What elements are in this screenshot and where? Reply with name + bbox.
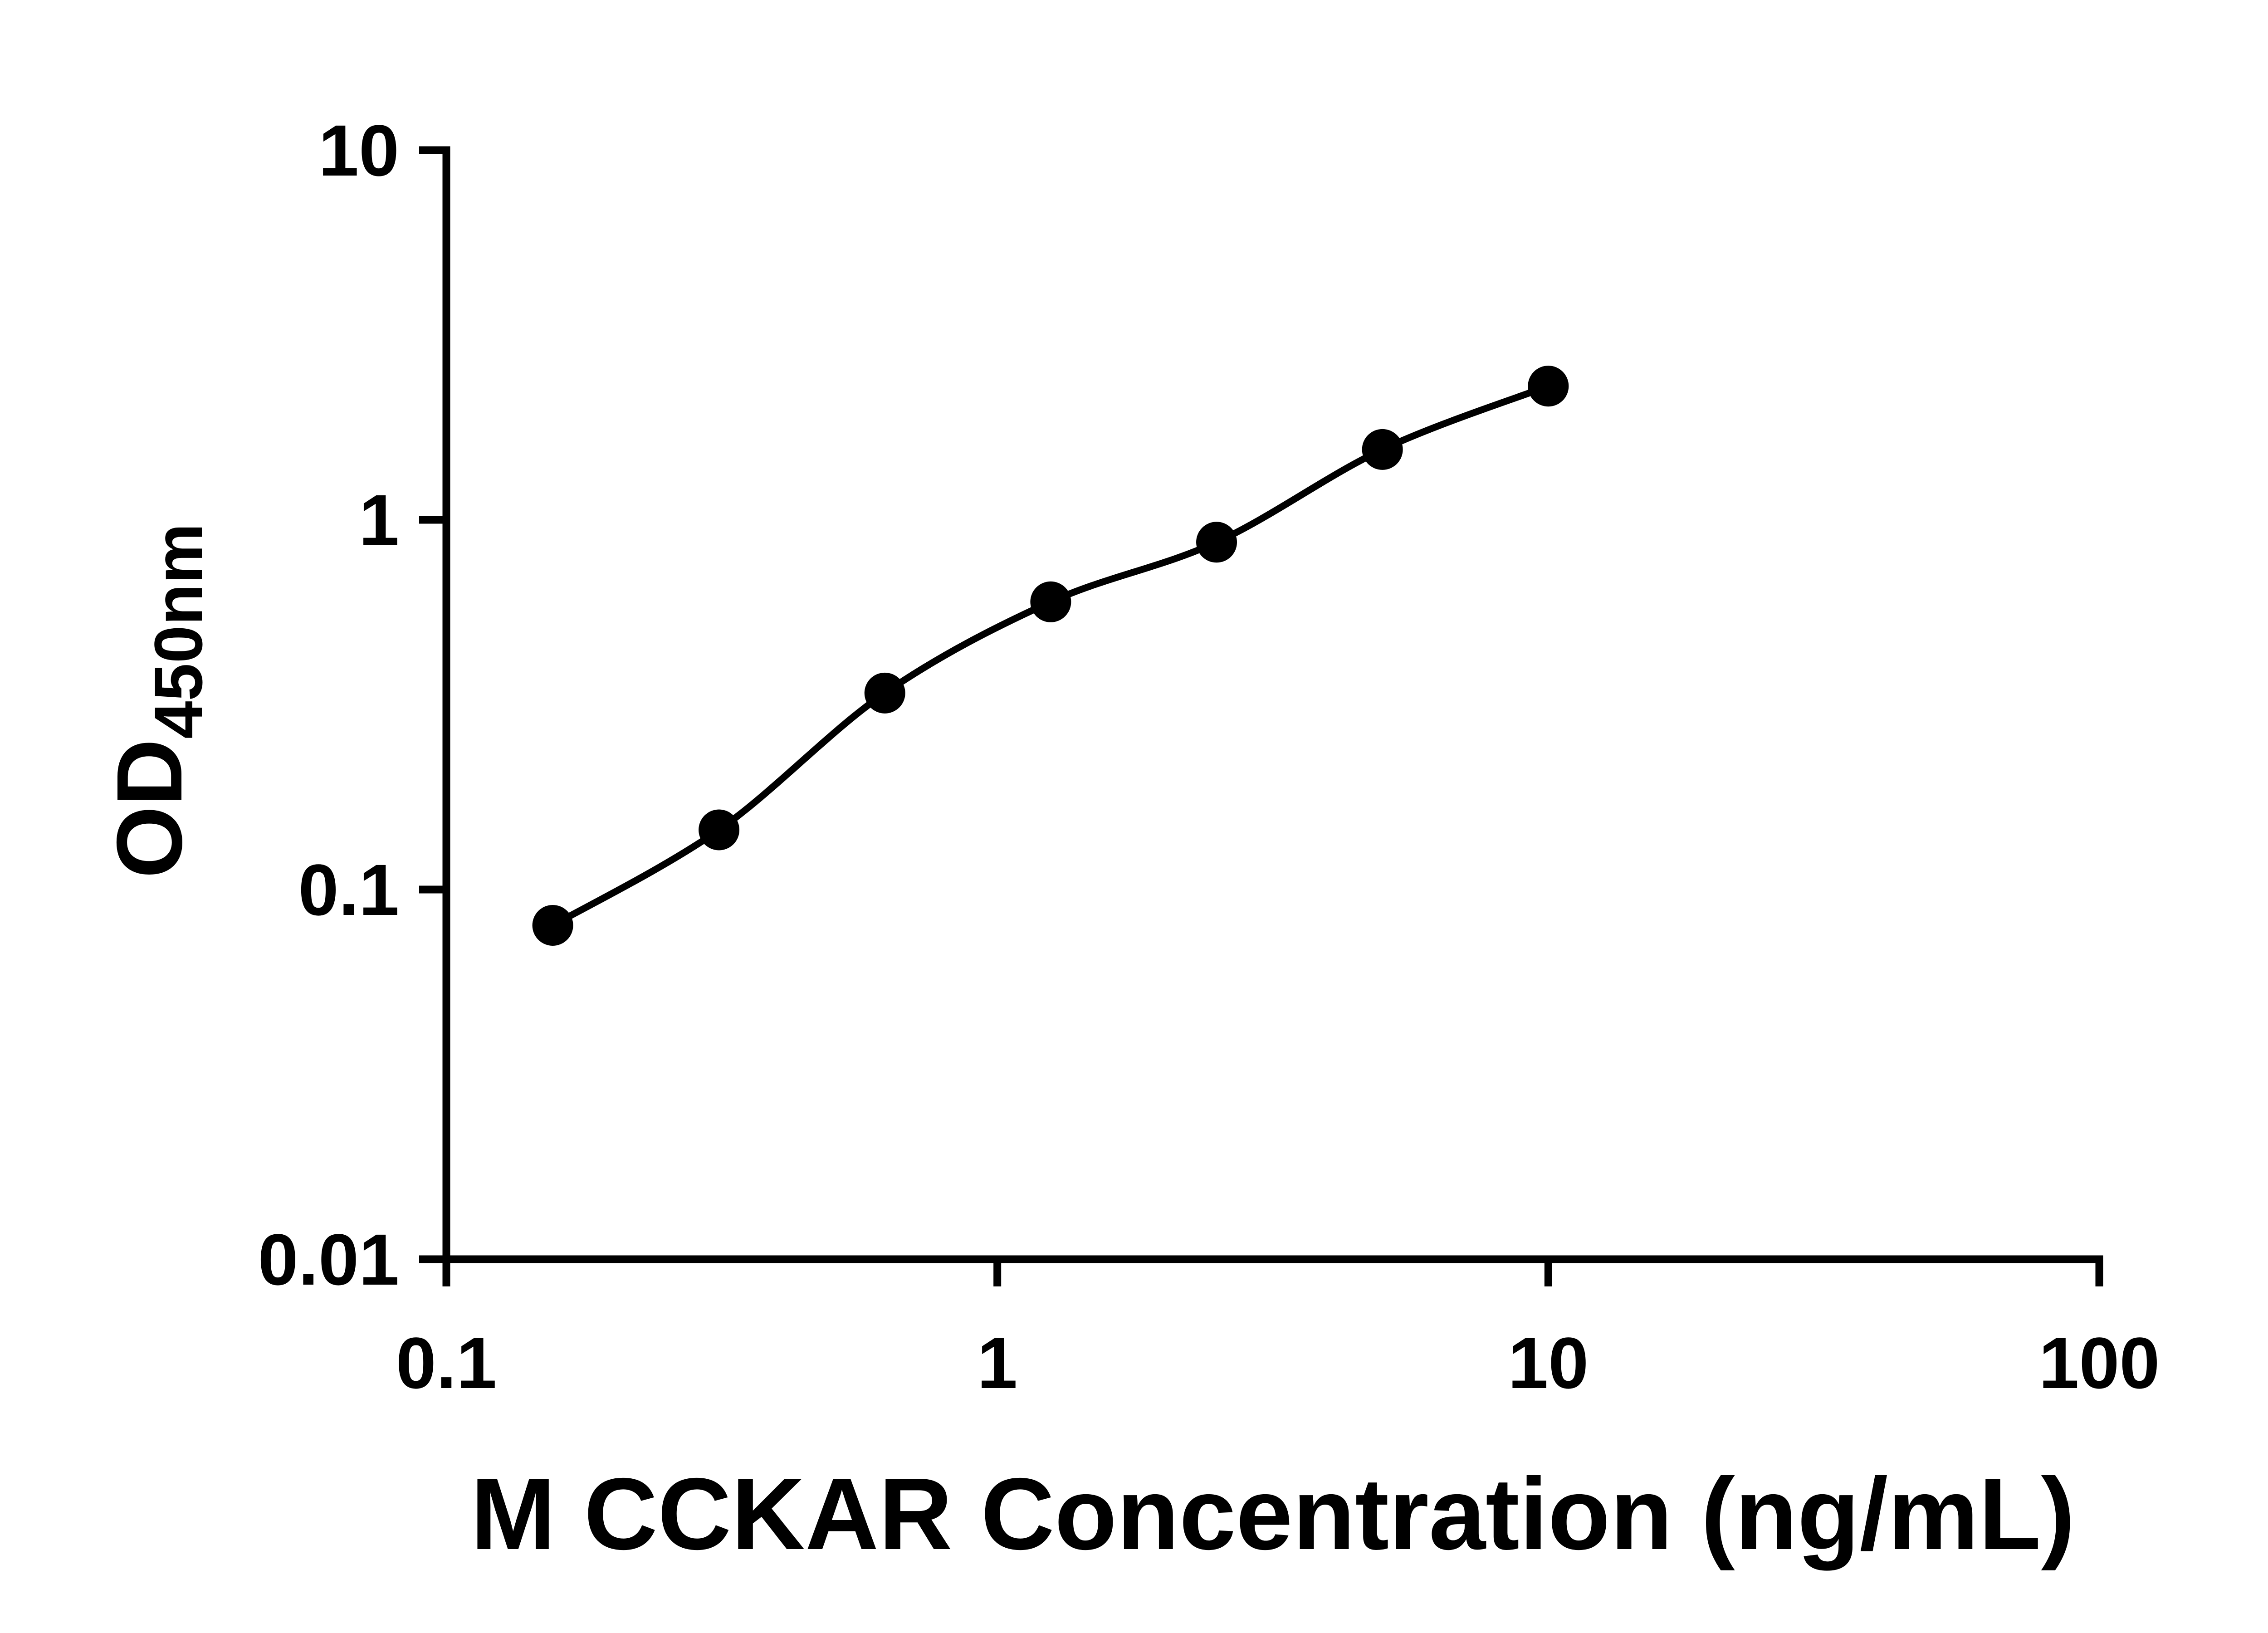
x-tick-label: 0.1 <box>396 1322 497 1403</box>
y-axis-title-main: OD <box>98 739 201 879</box>
data-point <box>1030 581 1071 622</box>
y-axis-title-subscript: 450nm <box>140 523 216 739</box>
y-axis-title: OD450nm <box>98 523 216 879</box>
y-tick-label: 10 <box>318 110 399 191</box>
y-tick-label: 0.1 <box>298 849 399 930</box>
data-point <box>1528 366 1569 407</box>
x-axis-title: M CCKAR Concentration (ng/mL) <box>470 1457 2075 1571</box>
y-tick-label: 0.01 <box>258 1219 399 1300</box>
axes-spines <box>442 146 2103 1263</box>
y-tick-label: 1 <box>359 479 399 561</box>
x-tick-label: 10 <box>1508 1322 1589 1403</box>
fit-curve <box>551 383 1550 929</box>
data-point <box>1362 429 1403 470</box>
data-point <box>864 672 905 714</box>
plot-layer: 0.1 1 10 100 0.01 0.1 1 10 <box>258 110 2160 1403</box>
data-point <box>532 905 573 946</box>
x-tick-label: 100 <box>2039 1322 2160 1403</box>
x-tick-label: 1 <box>977 1322 1017 1403</box>
data-point <box>1196 522 1237 563</box>
data-point <box>699 809 740 851</box>
